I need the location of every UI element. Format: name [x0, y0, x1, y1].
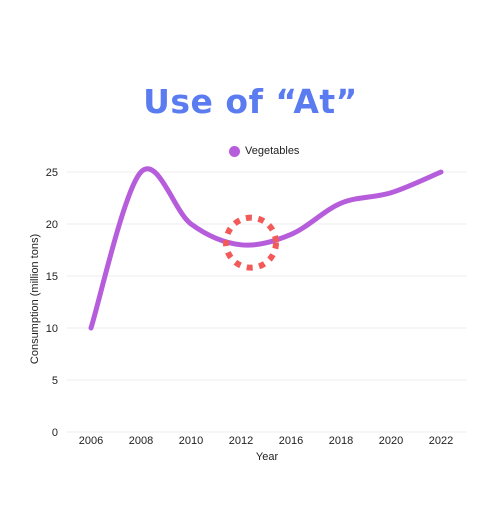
x-tick-label: 2008 — [129, 435, 153, 447]
x-tick-label: 2022 — [429, 435, 453, 447]
legend-label: Vegetables — [245, 145, 300, 157]
y-tick-label: 0 — [52, 427, 58, 439]
x-tick-label: 2018 — [329, 435, 353, 447]
annotation-layer — [223, 214, 279, 271]
annotation-circle — [223, 214, 279, 271]
y-tick-label: 15 — [46, 271, 58, 283]
x-tick-label: 2010 — [179, 435, 203, 447]
legend-marker — [229, 145, 240, 157]
x-axis-title: Year — [256, 451, 279, 463]
grid-lines — [67, 171, 467, 433]
y-tick-label: 5 — [52, 375, 58, 387]
x-axis-ticks: 2006 2008 2010 2012 2016 2018 2020 2022 — [79, 435, 453, 447]
y-axis-ticks: 0 5 10 15 20 25 — [46, 167, 58, 439]
y-tick-label: 10 — [46, 323, 58, 335]
y-tick-label: 25 — [46, 167, 58, 179]
x-tick-label: 2016 — [279, 435, 303, 447]
y-tick-label: 20 — [46, 219, 58, 231]
chart-legend: Vegetables — [229, 145, 299, 157]
y-axis-title: Consumption (million tons) — [29, 234, 41, 364]
x-tick-label: 2020 — [379, 435, 403, 447]
x-tick-label: 2012 — [229, 435, 253, 447]
series-layer — [88, 166, 444, 331]
chart-title: Use of “At” — [143, 82, 358, 121]
x-tick-label: 2006 — [79, 435, 103, 447]
series-line-vegetables — [88, 166, 444, 331]
